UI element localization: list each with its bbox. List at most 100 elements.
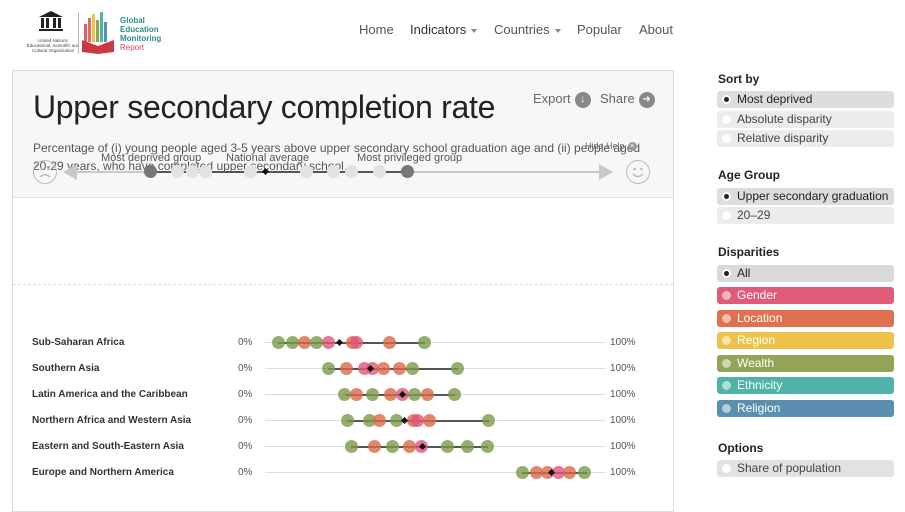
option-share-of-population[interactable]: Share of population xyxy=(717,460,894,477)
row-axis xyxy=(265,342,605,343)
location-dot[interactable] xyxy=(530,466,543,479)
wealth-dot[interactable] xyxy=(441,440,454,453)
chevron-down-icon xyxy=(471,28,478,33)
location-dot[interactable] xyxy=(383,336,396,349)
location-dot[interactable] xyxy=(377,362,390,375)
wealth-dot[interactable] xyxy=(448,388,461,401)
location-dot[interactable] xyxy=(350,388,363,401)
gem-report-logo-icon[interactable] xyxy=(82,10,114,54)
row-min: 0% xyxy=(238,363,253,374)
wealth-dot[interactable] xyxy=(386,440,399,453)
wealth-dot[interactable] xyxy=(390,414,403,427)
disparity-option-region[interactable]: Region xyxy=(717,332,894,349)
wealth-dot[interactable] xyxy=(461,440,474,453)
share-arrow-icon: ➜ xyxy=(638,91,655,108)
gender-dot[interactable] xyxy=(552,466,565,479)
page-title: Upper secondary completion rate xyxy=(33,89,496,125)
option-label: Region xyxy=(737,333,776,347)
disparity-option-ethnicity[interactable]: Ethnicity xyxy=(717,377,894,394)
location-dot[interactable] xyxy=(373,414,386,427)
wealth-dot[interactable] xyxy=(338,388,351,401)
gem-report-logo-text[interactable]: Global Education Monitoring Report xyxy=(120,16,161,52)
help-dot-most-deprived xyxy=(144,165,157,178)
disparity-option-all[interactable]: All xyxy=(717,265,894,282)
nav-indicators[interactable]: Indicators xyxy=(410,22,478,37)
location-dot[interactable] xyxy=(368,440,381,453)
happy-face-icon xyxy=(626,160,650,184)
unesco-text: United Nations Educational, Scientific a… xyxy=(26,38,80,53)
disparity-option-gender[interactable]: Gender xyxy=(717,287,894,304)
option-label: Location xyxy=(737,311,783,325)
unesco-logo[interactable]: United Nations Educational, Scientific a… xyxy=(27,8,79,58)
row-min: 0% xyxy=(238,337,253,348)
wealth-dot[interactable] xyxy=(408,388,421,401)
sort-option-relative-disparity[interactable]: Relative disparity xyxy=(717,130,894,147)
wealth-dot[interactable] xyxy=(451,362,464,375)
row-label: Northern Africa and Western Asia xyxy=(32,415,192,426)
option-label: Share of population xyxy=(737,461,842,475)
location-dot[interactable] xyxy=(384,388,397,401)
nav-popular[interactable]: Popular xyxy=(577,22,622,37)
wealth-dot[interactable] xyxy=(363,414,376,427)
help-dot xyxy=(345,165,358,178)
wealth-dot[interactable] xyxy=(341,414,354,427)
wealth-dot[interactable] xyxy=(322,362,335,375)
location-dot[interactable] xyxy=(423,414,436,427)
row-label: Europe and Northern America xyxy=(32,467,174,478)
wealth-dot[interactable] xyxy=(310,336,323,349)
gender-dot[interactable] xyxy=(350,336,363,349)
wealth-dot[interactable] xyxy=(272,336,285,349)
disparity-option-location[interactable]: Location xyxy=(717,310,894,327)
wealth-dot[interactable] xyxy=(578,466,591,479)
chevron-down-icon xyxy=(554,28,561,33)
wealth-dot[interactable] xyxy=(482,414,495,427)
nav-about[interactable]: About xyxy=(639,22,673,37)
sad-face-icon xyxy=(33,160,57,184)
wealth-dot[interactable] xyxy=(345,440,358,453)
option-label: Ethnicity xyxy=(737,378,783,392)
location-dot[interactable] xyxy=(421,388,434,401)
option-label: All xyxy=(737,266,751,280)
location-dot[interactable] xyxy=(340,362,353,375)
checkbox-icon xyxy=(722,464,731,473)
unesco-temple-icon xyxy=(39,11,63,31)
share-button[interactable]: Share ➜ xyxy=(600,91,655,108)
hide-help-button[interactable]: Hide Help × xyxy=(585,141,637,152)
sort-option-most-deprived[interactable]: Most deprived xyxy=(717,91,894,108)
radio-icon xyxy=(722,381,731,390)
row-min: 0% xyxy=(238,415,253,426)
gem-line-1: Global xyxy=(120,16,145,25)
age-option-upper-secondary[interactable]: Upper secondary graduation xyxy=(717,188,894,205)
radio-icon xyxy=(722,314,731,323)
age-option-20-29[interactable]: 20–29 xyxy=(717,207,894,224)
help-dot xyxy=(327,165,340,178)
wealth-dot[interactable] xyxy=(286,336,299,349)
wealth-dot[interactable] xyxy=(366,388,379,401)
help-range-segment xyxy=(150,171,407,173)
close-icon: × xyxy=(627,142,637,152)
arrow-left-icon xyxy=(63,164,77,180)
nav-home[interactable]: Home xyxy=(359,22,394,37)
radio-icon xyxy=(722,95,731,104)
location-dot[interactable] xyxy=(298,336,311,349)
sort-option-absolute-disparity[interactable]: Absolute disparity xyxy=(717,111,894,128)
wealth-dot[interactable] xyxy=(516,466,529,479)
option-label: Relative disparity xyxy=(737,131,829,145)
wealth-dot[interactable] xyxy=(418,336,431,349)
disparities-heading: Disparities xyxy=(718,245,780,259)
disparity-option-religion[interactable]: Religion xyxy=(717,400,894,417)
wealth-dot[interactable] xyxy=(481,440,494,453)
location-dot[interactable] xyxy=(393,362,406,375)
export-button[interactable]: Export ↓ xyxy=(533,91,591,108)
help-dot xyxy=(199,165,212,178)
location-dot[interactable] xyxy=(563,466,576,479)
wealth-dot[interactable] xyxy=(406,362,419,375)
option-label: Most deprived xyxy=(737,92,813,106)
row-max: 100% xyxy=(610,441,636,452)
row-max: 100% xyxy=(610,415,636,426)
location-dot[interactable] xyxy=(403,440,416,453)
gender-dot[interactable] xyxy=(411,414,424,427)
gender-dot[interactable] xyxy=(322,336,335,349)
nav-countries[interactable]: Countries xyxy=(494,22,561,37)
disparity-option-wealth[interactable]: Wealth xyxy=(717,355,894,372)
